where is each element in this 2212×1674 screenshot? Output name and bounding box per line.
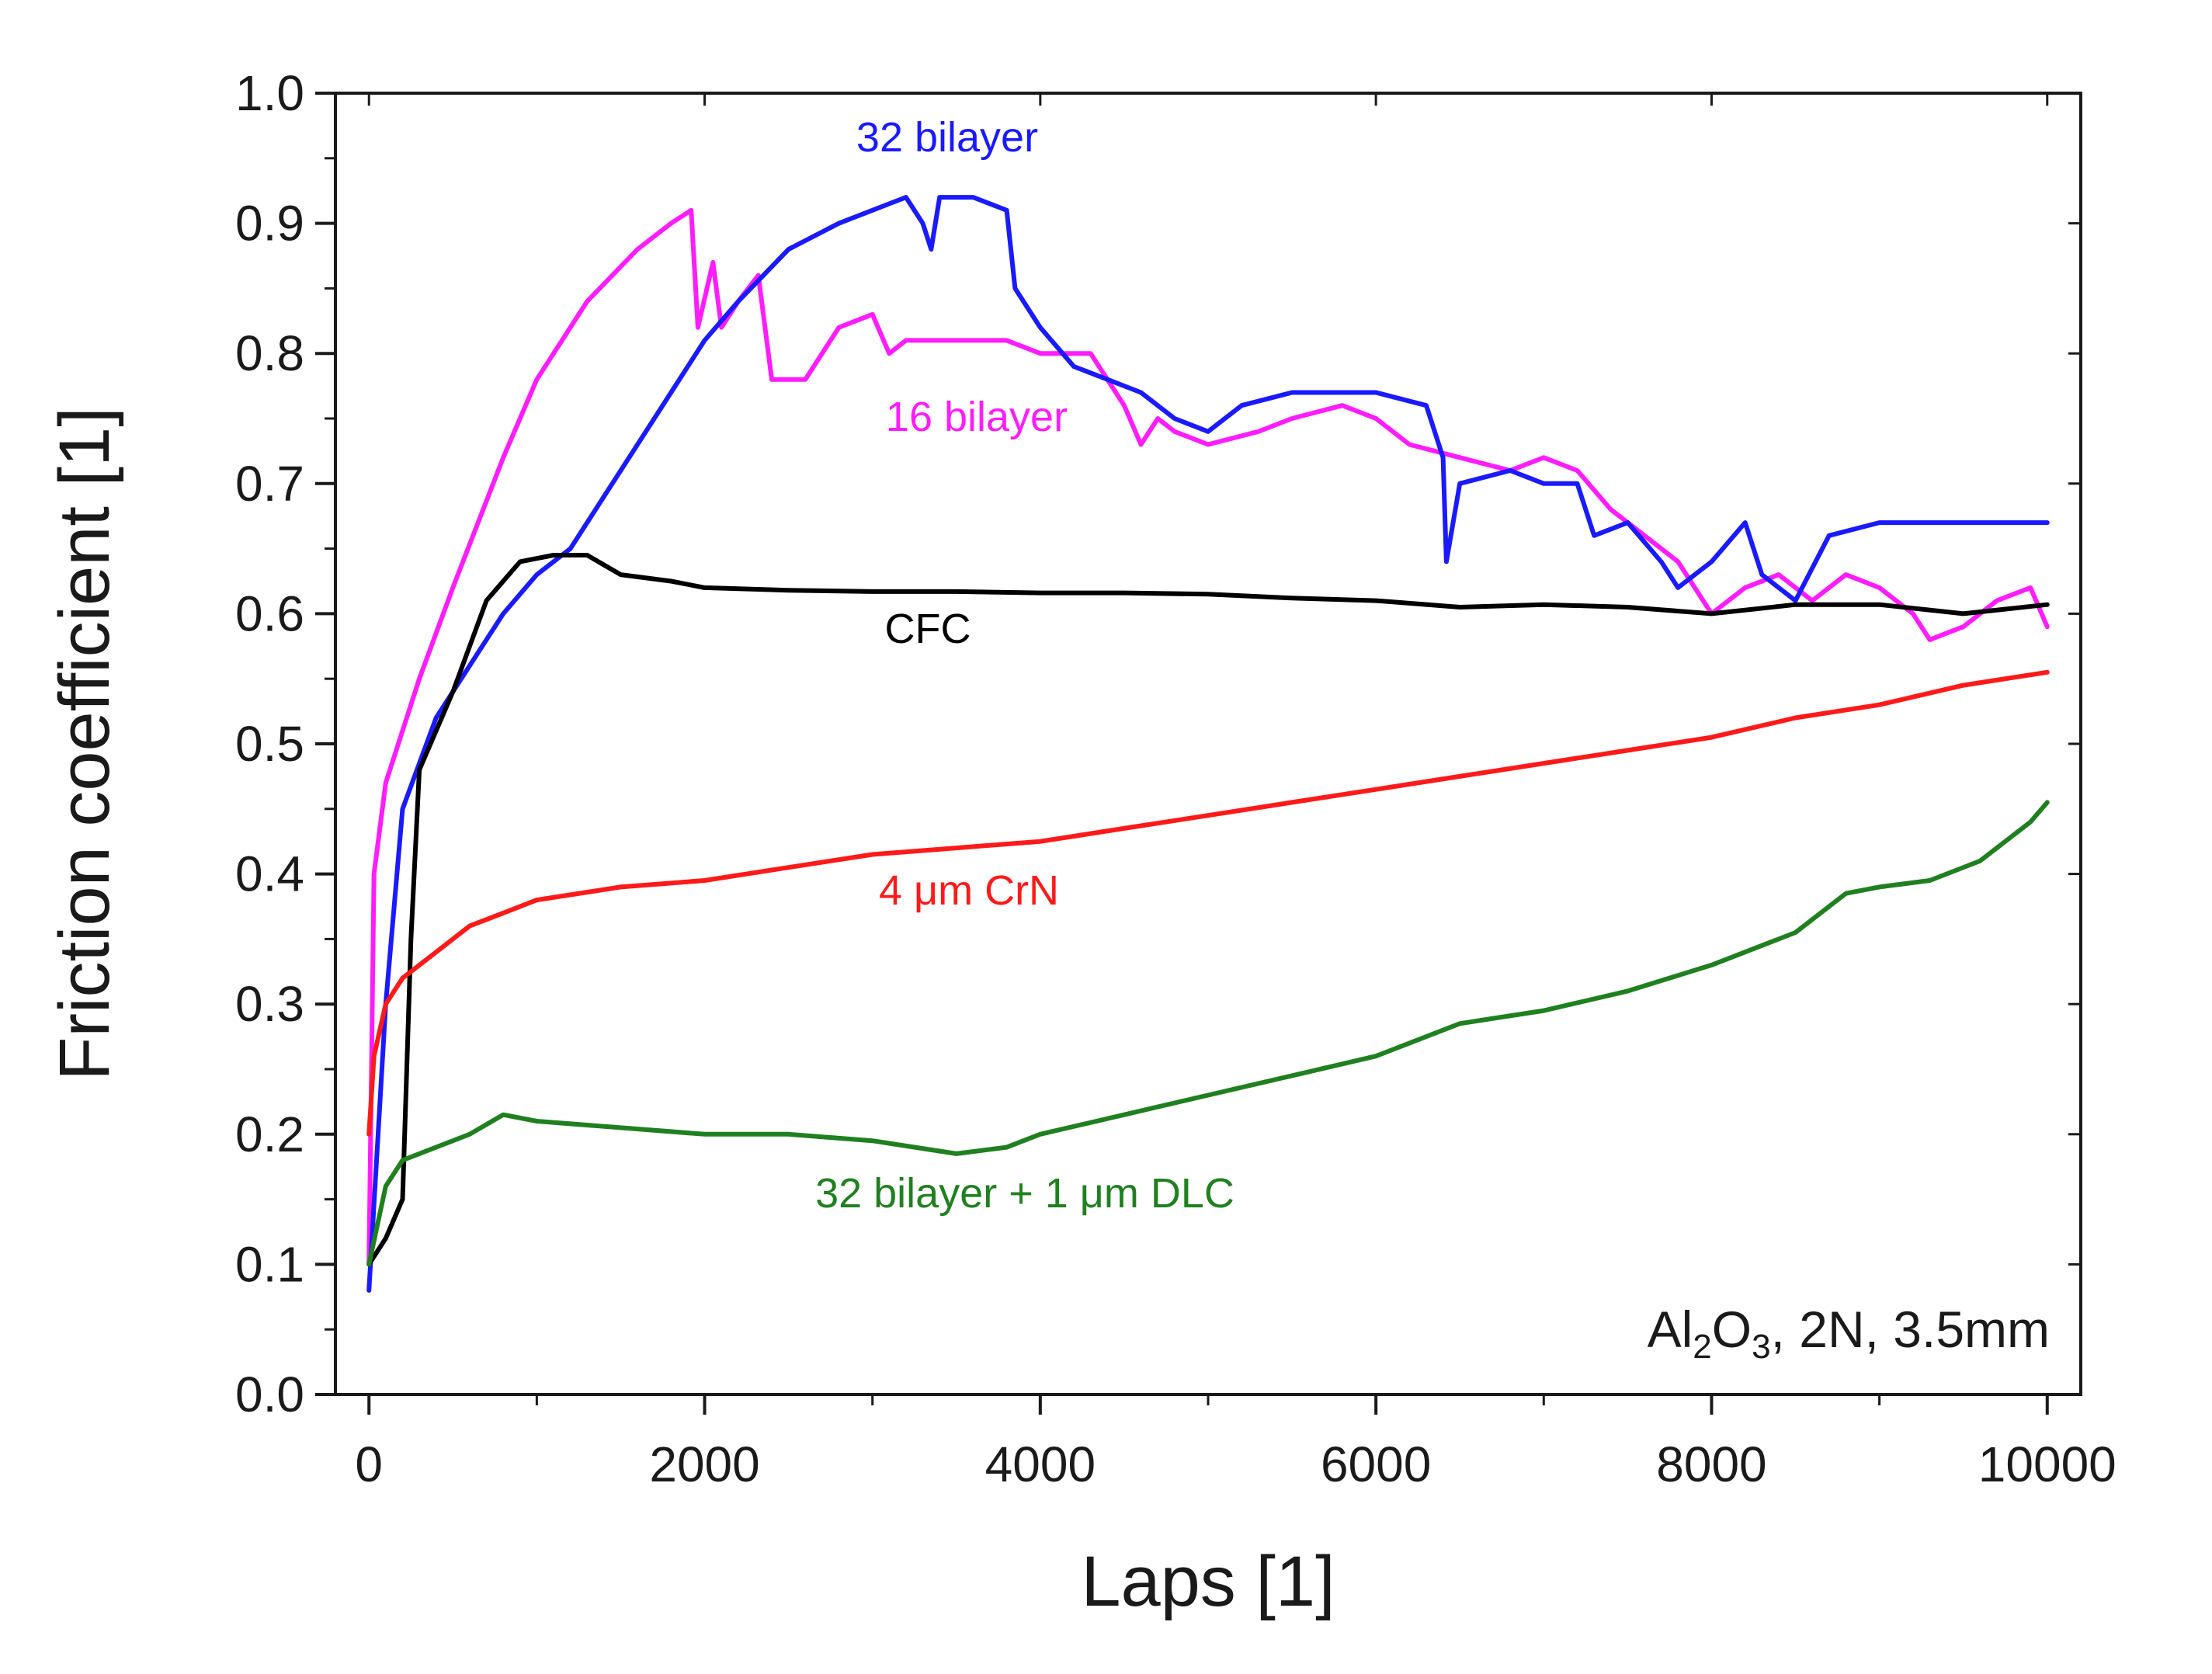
- series-line-32-bilayer-1-m-dlc: [366, 800, 2050, 1267]
- y-tick-label: 0.8: [235, 325, 304, 381]
- axis-ticks: 0.0 0.1 0.2 0.3 0.4 0.5 0.6 0.7 0.8 0.9 1.0 0 2000 40…: [235, 65, 2117, 1492]
- x-tick-label: 0: [355, 1436, 383, 1492]
- y-tick-label: 0.4: [235, 846, 304, 902]
- series-layer: [366, 195, 2050, 1293]
- y-tick-label: 0.9: [235, 196, 304, 252]
- y-tick-label: 0.3: [235, 976, 304, 1032]
- y-axis-title: Friction coefficient [1]: [45, 407, 124, 1081]
- y-tick-label: 0.7: [235, 456, 304, 512]
- series-line-16-bilayer: [366, 207, 2050, 1267]
- y-tick-label: 0.1: [235, 1236, 304, 1292]
- series-label-16-bilayer: 16 bilayer: [886, 394, 1068, 440]
- series-label-cfc: CFC: [885, 606, 971, 652]
- series-label-crn: 4 μm CrN: [879, 867, 1059, 914]
- x-tick-label: 10000: [1978, 1436, 2117, 1492]
- x-tick-label: 2000: [649, 1436, 759, 1492]
- y-tick-label: 1.0: [235, 65, 304, 121]
- y-tick-label: 0.5: [235, 716, 304, 772]
- x-tick-label: 6000: [1321, 1436, 1431, 1492]
- y-tick-label: 0.6: [235, 585, 304, 641]
- series-label-32-bilayer: 32 bilayer: [856, 114, 1038, 161]
- series-line-32-bilayer: [366, 195, 2050, 1293]
- y-tick-label: 0.2: [235, 1106, 304, 1162]
- x-tick-label: 8000: [1656, 1436, 1766, 1492]
- series-line-4-m-crn: [366, 669, 2050, 1137]
- y-tick-label: 0.0: [235, 1367, 304, 1422]
- condition-note: Al2O3, 2N, 3.5mm: [1648, 1301, 2050, 1366]
- series-label-dlc: 32 bilayer + 1 μm DLC: [815, 1170, 1234, 1217]
- x-axis-title: Laps [1]: [1081, 1542, 1335, 1621]
- x-tick-label: 4000: [985, 1436, 1096, 1492]
- series-line-cfc: [366, 553, 2050, 1267]
